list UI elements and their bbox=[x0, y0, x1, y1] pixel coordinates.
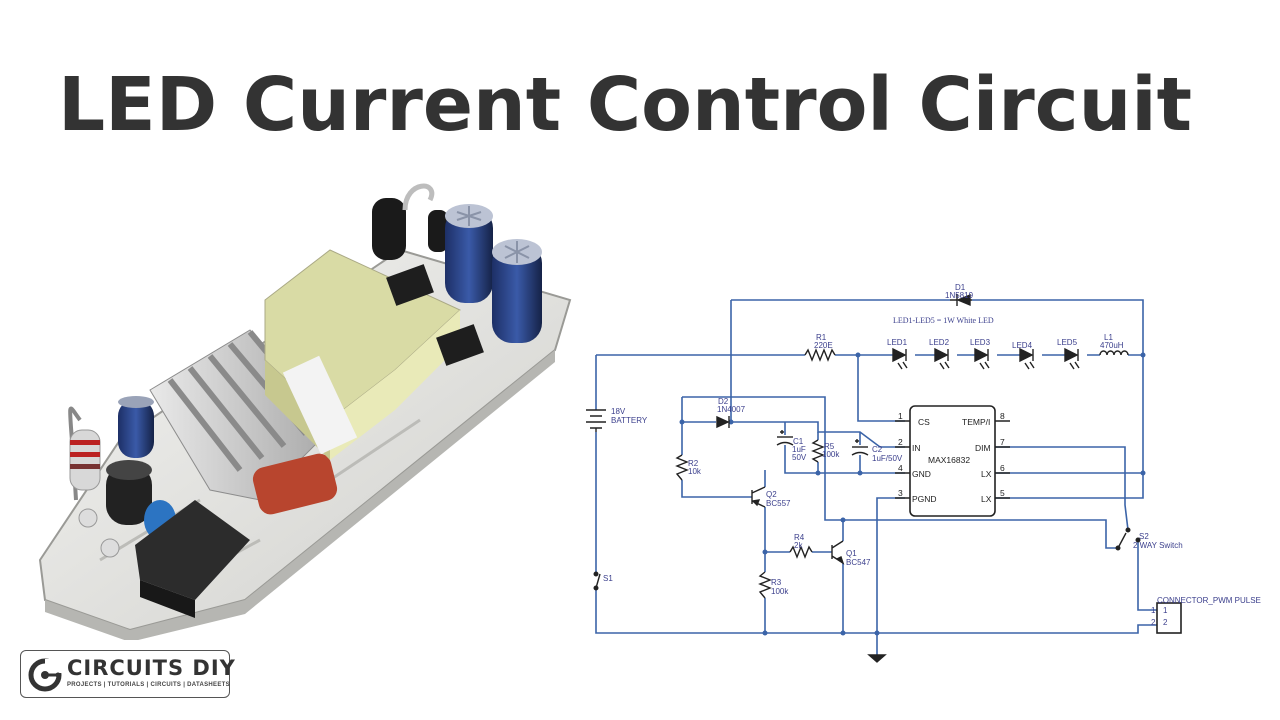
ic-pin-number-3: 3 bbox=[898, 488, 903, 498]
ic-pin-label-temp: TEMP/I bbox=[962, 417, 990, 427]
c2-value: 1uF/50V bbox=[872, 454, 903, 463]
connector-pin-1-outer: 1 bbox=[1151, 606, 1156, 615]
connector-label: CONNECTOR_PWM PULSE bbox=[1157, 596, 1261, 605]
transistor-q1-symbol bbox=[831, 540, 845, 565]
c1-value: 1uF bbox=[792, 445, 806, 454]
ic-pin-label-lx1: LX bbox=[981, 469, 992, 479]
led-note: LED1-LED5 = 1W White LED bbox=[893, 316, 994, 325]
switch-s1-symbol bbox=[593, 571, 601, 591]
led4-label: LED4 bbox=[1012, 341, 1033, 350]
battery-symbol bbox=[586, 409, 606, 432]
r5-ref: R5 bbox=[824, 442, 835, 451]
ic-pin-label-gnd: GND bbox=[912, 469, 931, 479]
l1-ref: L1 bbox=[1104, 333, 1113, 342]
r4-value: 2k bbox=[794, 541, 803, 550]
film-capacitor bbox=[252, 453, 338, 515]
pwm-connector bbox=[1156, 602, 1182, 634]
led1-label: LED1 bbox=[887, 338, 908, 347]
led2-label: LED2 bbox=[929, 338, 950, 347]
ground-symbol bbox=[867, 654, 887, 663]
q1-ref: Q1 bbox=[846, 549, 857, 558]
r2-value: 10k bbox=[688, 467, 702, 476]
led5-label: LED5 bbox=[1057, 338, 1078, 347]
wire-d1-rail bbox=[731, 299, 1144, 355]
ic-pin-number-4: 4 bbox=[898, 463, 903, 473]
d1-ref: D1 bbox=[955, 283, 966, 292]
d1-value: 1N5819 bbox=[945, 291, 974, 300]
r3-ref: R3 bbox=[771, 578, 782, 587]
switch-s2-symbol bbox=[1115, 527, 1141, 551]
ic-pin-number-2: 2 bbox=[898, 437, 903, 447]
bridge-rectifier bbox=[135, 500, 250, 600]
resistor-r4-symbol bbox=[789, 545, 813, 559]
ic-pin-label-pgnd: PGND bbox=[912, 494, 937, 504]
max16832-ic: CS 1 IN 2 GND 4 PGND 3 TEMP/I 8 DIM 7 LX… bbox=[895, 405, 1010, 517]
ic-pin-number-1: 1 bbox=[898, 411, 903, 421]
ic-pin-number-5: 5 bbox=[1000, 488, 1005, 498]
q2-ref: Q2 bbox=[766, 490, 777, 499]
s2-value: 2 WAY Switch bbox=[1133, 541, 1183, 550]
d2-ref: D2 bbox=[718, 397, 729, 406]
l1-value: 470uH bbox=[1100, 341, 1124, 350]
diode-d2-symbol bbox=[716, 415, 730, 429]
circuits-diy-logo: CIRCUITS DIY PROJECTS | TUTORIALS | CIRC… bbox=[20, 650, 235, 698]
resistor-r2-symbol bbox=[675, 454, 689, 481]
q1-value: BC547 bbox=[846, 558, 871, 567]
c2-ref: C2 bbox=[872, 445, 883, 454]
d2-value: 1N4007 bbox=[717, 405, 746, 414]
r1-ref: R1 bbox=[816, 333, 827, 342]
electrolytic-capacitor bbox=[445, 208, 493, 303]
battery-voltage: 18V bbox=[611, 407, 626, 416]
transistor-q2-symbol bbox=[751, 486, 766, 508]
connector-pin-2-outer: 2 bbox=[1151, 618, 1156, 627]
s1-ref: S1 bbox=[603, 574, 613, 583]
electrolytic-capacitor bbox=[492, 243, 542, 343]
led-driver-board-photo bbox=[38, 183, 572, 640]
logo-tagline: PROJECTS | TUTORIALS | CIRCUITS | DATASH… bbox=[67, 682, 230, 688]
resistor-r5-symbol bbox=[811, 439, 825, 463]
inductor-l1-symbol bbox=[1099, 350, 1129, 356]
ic-pin-label-in: IN bbox=[912, 443, 921, 453]
ic-pin-label-cs: CS bbox=[918, 417, 930, 427]
ic-pin-number-6: 6 bbox=[1000, 463, 1005, 473]
r2-ref: R2 bbox=[688, 459, 699, 468]
connector-pin-1: 1 bbox=[1163, 606, 1168, 615]
r5-value: 100k bbox=[822, 450, 840, 459]
q2-value: BC557 bbox=[766, 499, 791, 508]
resistor-r1-symbol bbox=[804, 348, 836, 362]
connector-pin-2: 2 bbox=[1163, 618, 1168, 627]
r4-ref: R4 bbox=[794, 533, 805, 542]
page-title: LED Current Control Circuit bbox=[58, 62, 1192, 148]
ic-pin-label-lx2: LX bbox=[981, 494, 992, 504]
capacitor-c1-symbol bbox=[776, 430, 794, 446]
ic-pin-number-7: 7 bbox=[1000, 437, 1005, 447]
ic-pin-label-dim: DIM bbox=[975, 443, 991, 453]
c1-ref: C1 bbox=[793, 437, 804, 446]
circuit-logo-icon bbox=[28, 658, 63, 692]
r3-value: 100k bbox=[771, 587, 789, 596]
ic-pin-number-8: 8 bbox=[1000, 411, 1005, 421]
ic-name: MAX16832 bbox=[928, 455, 970, 465]
c1-voltage: 50V bbox=[792, 453, 807, 462]
battery-label: BATTERY bbox=[611, 416, 648, 425]
resistor-r3-symbol bbox=[758, 571, 772, 599]
r1-value: 220E bbox=[814, 341, 833, 350]
s2-ref: S2 bbox=[1139, 532, 1149, 541]
logo-name: CIRCUITS DIY bbox=[67, 656, 236, 680]
capacitor-c2-symbol bbox=[851, 439, 869, 456]
diode-d1-symbol bbox=[950, 293, 972, 307]
led3-label: LED3 bbox=[970, 338, 991, 347]
led-symbols bbox=[892, 347, 1080, 370]
